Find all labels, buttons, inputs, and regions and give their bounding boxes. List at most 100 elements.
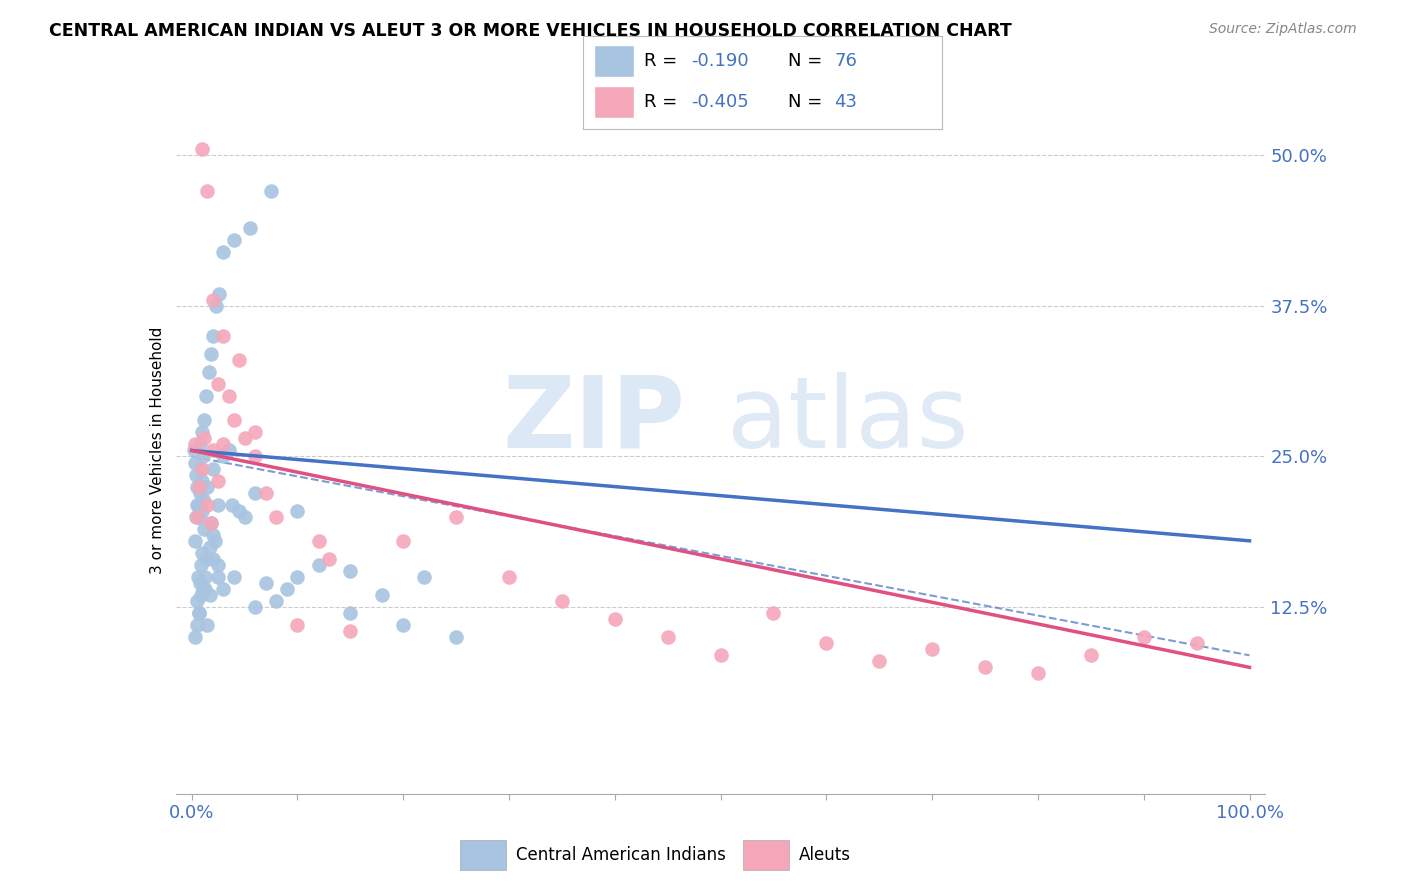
Point xyxy=(339,564,361,578)
FancyBboxPatch shape xyxy=(595,45,634,77)
Point xyxy=(201,528,224,542)
Point xyxy=(254,485,277,500)
Point xyxy=(657,630,679,644)
Point xyxy=(444,630,467,644)
Point xyxy=(200,516,222,530)
Point xyxy=(193,431,215,445)
Point xyxy=(197,185,219,199)
Point xyxy=(184,630,207,644)
Point xyxy=(188,606,211,620)
Point xyxy=(218,443,240,458)
FancyBboxPatch shape xyxy=(460,839,506,870)
Point xyxy=(191,461,214,475)
Point xyxy=(190,558,212,572)
Point xyxy=(339,606,361,620)
Point xyxy=(190,461,212,475)
Point xyxy=(205,299,228,313)
Point xyxy=(188,437,211,451)
Point xyxy=(194,570,217,584)
Point xyxy=(287,504,309,518)
Point xyxy=(200,347,222,361)
Point xyxy=(287,570,309,584)
Point xyxy=(308,558,330,572)
Point xyxy=(603,612,626,626)
Point xyxy=(243,600,266,615)
Point xyxy=(194,582,217,596)
FancyBboxPatch shape xyxy=(744,839,789,870)
Point xyxy=(186,480,208,494)
Point xyxy=(276,582,298,596)
Point xyxy=(201,461,224,475)
Point xyxy=(1185,636,1208,650)
Point xyxy=(222,233,245,247)
Point xyxy=(184,467,207,482)
Point xyxy=(207,498,229,512)
Point xyxy=(551,594,574,608)
Point xyxy=(264,594,287,608)
Point xyxy=(186,594,208,608)
Point xyxy=(193,582,215,596)
Point xyxy=(198,540,221,554)
Point xyxy=(207,474,229,488)
Point xyxy=(371,588,394,602)
Point xyxy=(183,443,205,458)
Point xyxy=(287,618,309,632)
Text: Source: ZipAtlas.com: Source: ZipAtlas.com xyxy=(1209,22,1357,37)
Point xyxy=(191,474,214,488)
Point xyxy=(193,450,215,464)
Point xyxy=(392,533,415,548)
Text: R =: R = xyxy=(644,52,683,70)
Point xyxy=(201,293,224,307)
Text: 43: 43 xyxy=(834,93,858,112)
Point xyxy=(233,431,256,445)
Point xyxy=(212,244,235,259)
Text: ZIP: ZIP xyxy=(502,372,685,469)
Point xyxy=(193,413,215,427)
Point xyxy=(187,498,209,512)
Point xyxy=(1026,666,1049,681)
Point xyxy=(188,606,211,620)
Point xyxy=(710,648,733,663)
Point xyxy=(188,509,211,524)
Point xyxy=(413,570,436,584)
Point xyxy=(260,185,283,199)
Point xyxy=(201,552,224,566)
Point xyxy=(186,498,208,512)
Point xyxy=(254,576,277,591)
Point xyxy=(197,552,219,566)
Point xyxy=(191,142,214,156)
Text: Central American Indians: Central American Indians xyxy=(516,846,725,863)
Point xyxy=(222,413,245,427)
Point xyxy=(197,365,219,379)
Point xyxy=(188,480,211,494)
Point xyxy=(239,220,262,235)
Point xyxy=(264,509,287,524)
Point xyxy=(228,353,250,368)
Point xyxy=(212,437,235,451)
Text: N =: N = xyxy=(787,93,828,112)
Text: N =: N = xyxy=(787,52,828,70)
Point xyxy=(201,443,224,458)
Text: atlas: atlas xyxy=(727,372,969,469)
Point xyxy=(212,582,235,596)
Point xyxy=(190,588,212,602)
Point xyxy=(197,618,219,632)
Text: CENTRAL AMERICAN INDIAN VS ALEUT 3 OR MORE VEHICLES IN HOUSEHOLD CORRELATION CHA: CENTRAL AMERICAN INDIAN VS ALEUT 3 OR MO… xyxy=(49,22,1012,40)
Point xyxy=(201,329,224,343)
Point xyxy=(339,624,361,639)
FancyBboxPatch shape xyxy=(595,87,634,118)
Point xyxy=(318,552,340,566)
Point xyxy=(184,456,207,470)
Point xyxy=(197,498,219,512)
Point xyxy=(207,558,229,572)
Text: -0.190: -0.190 xyxy=(692,52,748,70)
Point xyxy=(1132,630,1154,644)
Point xyxy=(193,522,215,536)
Point xyxy=(243,485,266,500)
Point xyxy=(197,480,219,494)
Text: -0.405: -0.405 xyxy=(692,93,749,112)
Point xyxy=(308,533,330,548)
Point xyxy=(184,437,207,451)
Point xyxy=(243,425,266,440)
Point xyxy=(815,636,838,650)
